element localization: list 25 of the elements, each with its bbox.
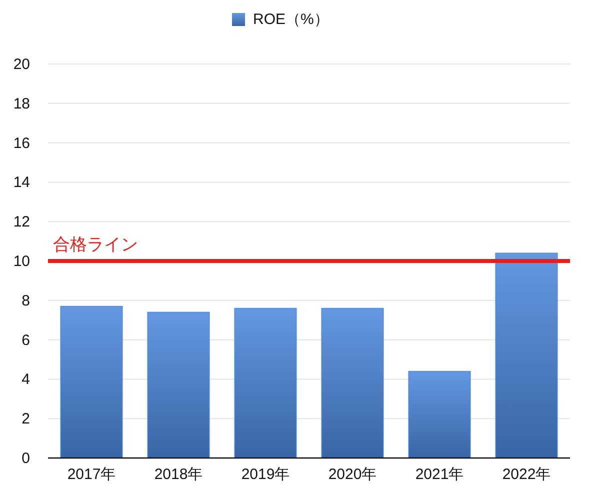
y-tick-label: 20 xyxy=(13,56,30,73)
x-tick-label: 2020年 xyxy=(328,466,377,483)
bar xyxy=(147,312,210,458)
bar xyxy=(60,306,123,458)
ref-line-label: 合格ライン xyxy=(53,235,138,254)
y-tick-label: 0 xyxy=(22,450,30,467)
x-tick-label: 2021年 xyxy=(415,466,464,483)
bar xyxy=(495,252,558,458)
y-tick-label: 12 xyxy=(13,214,30,231)
y-tick-label: 6 xyxy=(22,332,30,349)
bar xyxy=(321,308,384,458)
y-tick-label: 2 xyxy=(22,410,30,428)
x-tick-label: 2018年 xyxy=(154,466,203,483)
y-tick-label: 18 xyxy=(13,95,30,112)
y-tick-label: 10 xyxy=(13,253,30,270)
legend-label: ROE（%） xyxy=(253,11,329,28)
y-tick-label: 4 xyxy=(22,371,30,388)
y-tick-label: 8 xyxy=(22,292,30,310)
y-tick-label: 16 xyxy=(13,134,30,152)
y-tick-label: 14 xyxy=(13,174,30,192)
x-tick-label: 2022年 xyxy=(502,466,551,483)
x-tick-label: 2017年 xyxy=(67,466,116,483)
bar xyxy=(234,308,297,458)
x-tick-label: 2019年 xyxy=(241,466,290,483)
bar xyxy=(408,370,471,458)
